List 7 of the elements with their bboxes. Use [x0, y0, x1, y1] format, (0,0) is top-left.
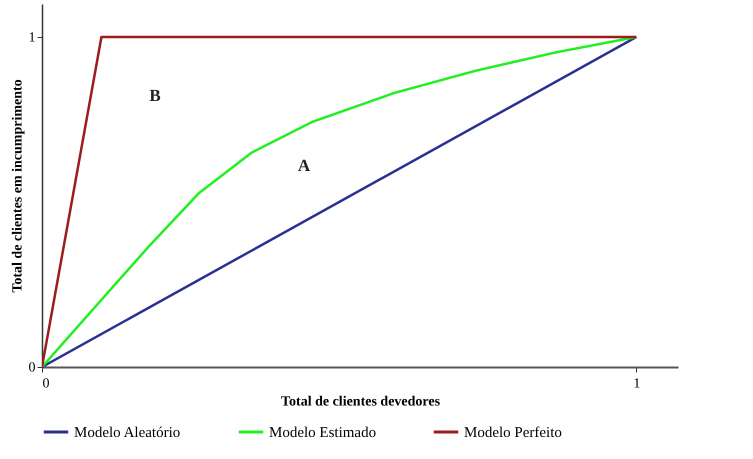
annotation: A [298, 156, 311, 175]
legend-label: Modelo Perfeito [464, 425, 562, 441]
y-axis-title: Total de clientes em incumprimento [10, 79, 26, 293]
x-axis-title: Total de clientes devedores [280, 394, 441, 410]
legend-label: Modelo Estimado [269, 425, 376, 441]
legend-label: Modelo Aleatório [74, 425, 180, 441]
annotation: B [149, 86, 161, 105]
